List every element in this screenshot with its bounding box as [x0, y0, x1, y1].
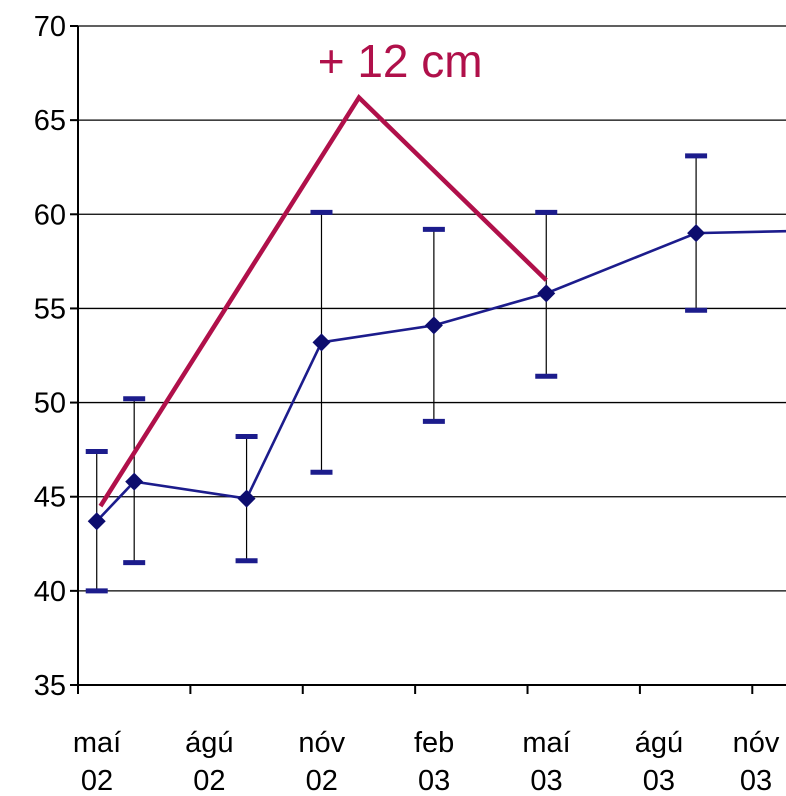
x-tick-label-month: maí [522, 727, 570, 759]
x-tick-label-month: feb [414, 727, 454, 759]
y-tick-label: 50 [34, 388, 66, 420]
data-point-marker [237, 489, 256, 508]
data-point-marker [87, 512, 106, 531]
y-tick-label: 65 [34, 105, 66, 137]
y-tick-label: 70 [34, 11, 66, 43]
data-point-marker [125, 472, 144, 491]
y-tick-label: 40 [34, 576, 66, 608]
x-tick-label-month: nóv [298, 727, 345, 759]
x-tick-label-year: 02 [81, 765, 113, 796]
annotation: + 12 cm [98, 35, 548, 508]
x-tick-label-month: ágú [185, 727, 233, 759]
x-tick-label-year: 03 [418, 765, 450, 796]
y-tick-label: 55 [34, 293, 66, 325]
data-point-marker [424, 316, 443, 335]
data-point-marker [312, 333, 331, 352]
y-tick-label: 35 [34, 670, 66, 702]
x-tick-label-month: ágú [635, 727, 683, 759]
x-tick-label-year: 03 [740, 765, 772, 796]
annotation-label: + 12 cm [318, 35, 483, 87]
x-axis-ticks: maí 02 ágú 02 nóv 02 feb 03 maí 03 ágú 03 nóv 03 [73, 685, 780, 796]
data-point-marker [687, 224, 706, 243]
x-tick-label-year: 03 [530, 765, 562, 796]
y-tick-label: 45 [34, 482, 66, 514]
y-tick-label: 60 [34, 199, 66, 231]
annotation-line [98, 93, 548, 508]
data-series [87, 224, 786, 531]
x-tick-label-year: 02 [193, 765, 225, 796]
data-point-marker [537, 284, 556, 303]
error-bars [85, 153, 708, 594]
x-tick-label-month: nóv [733, 727, 780, 759]
axes [77, 26, 786, 686]
y-axis-ticks: 35 40 45 50 55 60 65 70 [34, 11, 78, 702]
gridlines [78, 25, 786, 592]
x-tick-label-year: 03 [643, 765, 675, 796]
x-tick-label-month: maí [73, 727, 121, 759]
series-line [95, 229, 786, 523]
x-tick-label-year: 02 [306, 765, 338, 796]
